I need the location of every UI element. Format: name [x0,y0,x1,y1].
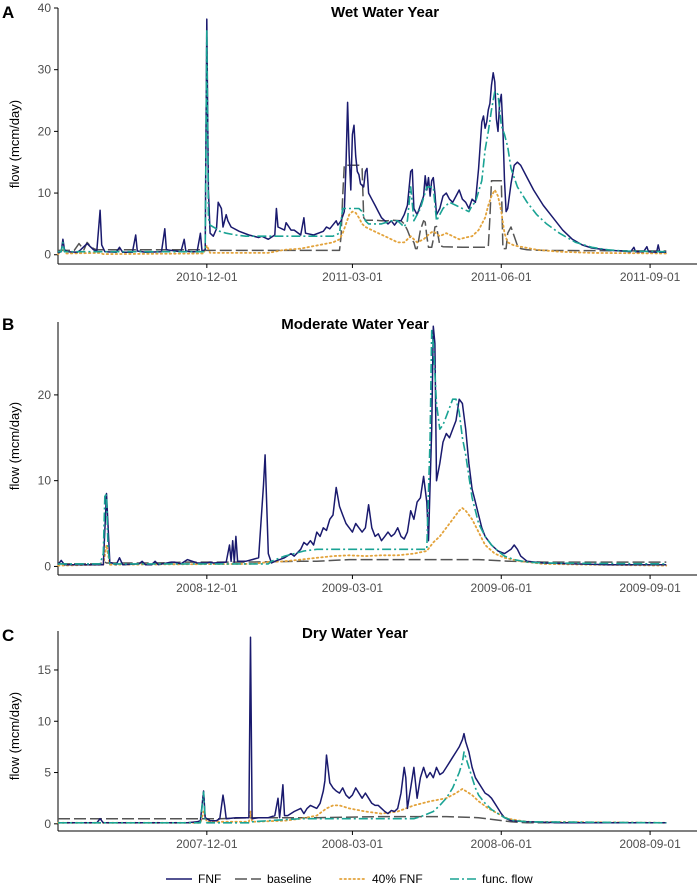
panel-b-plot-area [57,322,697,576]
panel-a-series-func-flow [58,28,667,253]
panel-a-y-tick-label: 0 [44,248,51,262]
legend-label-func-flow: func. flow [482,872,533,886]
panel-c-x-tick-label: 2008-03-01 [322,837,384,851]
panel-a-series-baseline [58,164,667,252]
panel-b-title: Moderate Water Year [281,316,429,333]
panel-c-title: Dry Water Year [302,625,408,642]
panel-letter-c: C [2,626,14,645]
panel-c-x-tick-label: 2008-09-01 [619,837,681,851]
panel-c-y-ticks: 0 5 10 15 2007-12-01 2008-03-01 2008-06-01 2008… [38,663,681,851]
panel-b-x-tick-label: 2009-09-01 [619,581,681,595]
panel-c-y-axis-label: flow (mcm/day) [7,692,22,780]
panel-a-y-tick-label: 30 [38,63,52,77]
panel-b-series-fnf [57,325,667,566]
panel-b: B Moderate Water Year flow (mcm/day) 0 10… [2,315,697,595]
panel-c-series-40pct-fnf [57,788,668,824]
panel-a-series-fnf [57,18,667,254]
panel-b-y-tick-label: 20 [38,388,52,402]
panel-c-y-tick-label: 0 [44,817,51,831]
panel-c: C Dry Water Year flow (mcm/day) 0 5 10 15 20… [2,625,697,851]
panel-a-y-axis-label: flow (mcm/day) [7,100,22,188]
panel-a-plot-area [57,8,697,265]
legend-label-baseline: baseline [267,872,312,886]
panel-b-x-tick-label: 2009-03-01 [322,581,384,595]
panel-a-x-tick-label: 2011-09-01 [620,270,681,284]
panel-a-y-tick-label: 20 [38,124,52,138]
panel-c-y-tick-label: 15 [38,663,52,677]
panel-letter-b: B [2,315,14,334]
legend-label-fnf: FNF [198,872,221,886]
panel-a-x-tick-label: 2011-03-01 [322,270,383,284]
panel-b-y-tick-label: 10 [38,474,52,488]
panel-b-series-baseline [58,558,667,565]
legend-label-40pct-fnf: 40% FNF [372,872,423,886]
panel-b-y-tick-label: 0 [44,559,51,573]
panel-c-series-func-flow [58,751,667,824]
panel-a-x-tick-label: 2011-06-01 [471,270,532,284]
panel-b-series-40pct-fnf [57,507,668,567]
panel-b-x-tick-label: 2009-06-01 [471,581,533,595]
panel-c-plot-area [57,631,697,832]
panel-b-y-axis-label: flow (mcm/day) [7,402,22,490]
panel-c-x-tick-label: 2008-06-01 [471,837,533,851]
panel-c-series-baseline [58,815,667,824]
panel-a-y-ticks: 0 10 20 30 40 2010-12-01 2011-03-01 2011-06-01 2… [38,1,681,284]
panel-b-x-tick-label: 2008-12-01 [176,581,238,595]
panel-a-x-tick-label: 2010-12-01 [176,270,238,284]
panel-b-series-func-flow [58,329,667,565]
panel-b-y-ticks: 0 10 20 2008-12-01 2009-03-01 2009-06-01 2009-… [38,388,681,595]
panel-a-y-tick-label: 10 [38,186,52,200]
panel-c-series-fnf [58,636,667,824]
panel-a-y-tick-label: 40 [38,1,52,15]
panel-c-y-tick-label: 10 [38,714,52,728]
panel-a-series-40pct-fnf [57,189,668,255]
panel-a-title: Wet Water Year [331,4,439,21]
legend: FNF baseline 40% FNF func. flow [166,872,533,886]
panel-a: A Wet Water Year flow (mcm/day) 0 10 20 30 4… [2,1,697,284]
panel-letter-a: A [2,3,14,22]
panel-c-x-tick-label: 2007-12-01 [176,837,238,851]
panel-c-y-tick-label: 5 [44,766,51,780]
